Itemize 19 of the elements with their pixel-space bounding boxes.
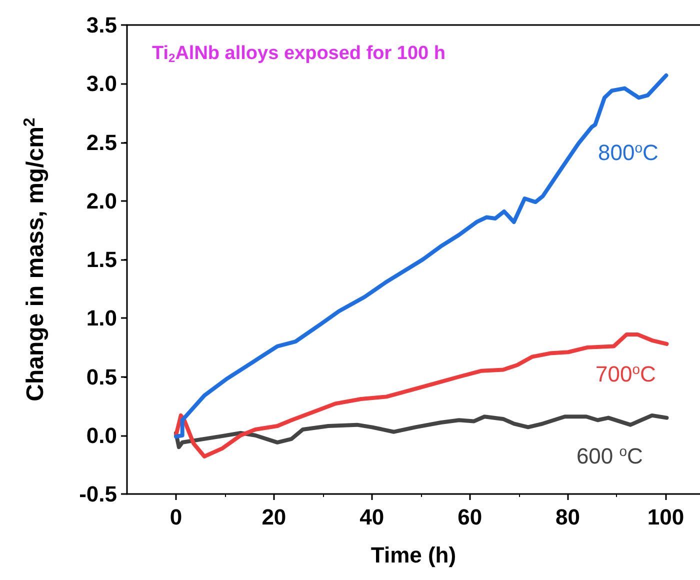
y-tick-label: -0.5 xyxy=(79,482,117,506)
x-tick-label: 60 xyxy=(458,504,482,530)
y-tick-label: 1.0 xyxy=(86,306,117,331)
x-tick-label: 80 xyxy=(556,504,580,530)
y-tick-label: 0.0 xyxy=(86,422,117,448)
y-tick-label: 1.5 xyxy=(86,247,117,272)
line-series xyxy=(174,413,669,450)
x-axis-title: Time (h) xyxy=(370,542,456,568)
y-axis-title: Change in mass, mg/cm2 xyxy=(22,118,49,402)
x-tick-label: 40 xyxy=(360,504,384,530)
y-tick-label: 0.5 xyxy=(86,364,117,390)
x-tick-label: 100 xyxy=(647,504,684,530)
x-tick-label: 0 xyxy=(170,504,182,530)
y-tick-label: 3.5 xyxy=(86,12,117,38)
x-tick-label: 20 xyxy=(262,504,286,530)
y-tick-label: 2.5 xyxy=(86,130,117,155)
y-tick-label: 3.0 xyxy=(86,71,117,96)
line-series xyxy=(174,73,668,439)
y-tick-label: 2.0 xyxy=(86,188,117,214)
